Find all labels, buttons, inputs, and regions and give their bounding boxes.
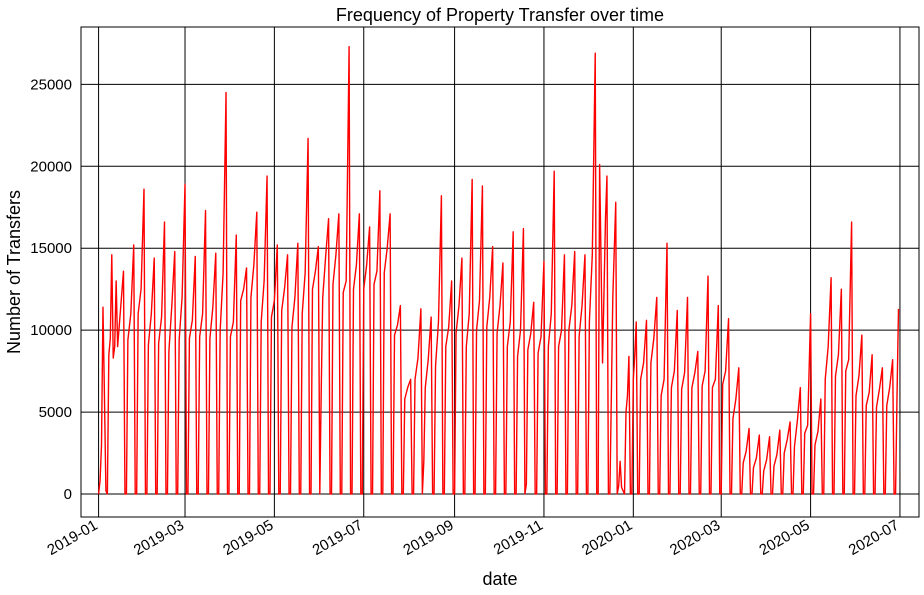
x-tick-label: 2019-03 bbox=[131, 517, 187, 559]
x-tick-label: 2019-11 bbox=[491, 517, 546, 559]
plot-frame bbox=[80, 26, 920, 518]
series-line bbox=[97, 45, 900, 495]
y-tick-label: 20000 bbox=[30, 158, 72, 175]
y-tick-label: 10000 bbox=[30, 322, 72, 339]
x-axis-label: date bbox=[482, 569, 517, 589]
y-tick-label: 0 bbox=[64, 486, 72, 503]
y-axis: 0 5000 10000 15000 20000 25000 bbox=[30, 76, 72, 503]
grid-lines bbox=[81, 27, 919, 517]
x-tick-label: 2020-01 bbox=[579, 517, 635, 559]
y-tick-label: 5000 bbox=[39, 404, 72, 421]
x-tick-label: 2019-09 bbox=[400, 517, 456, 559]
x-tick-label: 2020-05 bbox=[756, 517, 812, 559]
x-tick-label: 2019-05 bbox=[220, 517, 276, 559]
y-tick-label: 15000 bbox=[30, 240, 72, 257]
x-axis: 2019-01 2019-03 2019-05 2019-07 2019-09 2019-… bbox=[44, 517, 902, 559]
y-axis-label: Number of Transfers bbox=[4, 190, 24, 354]
x-tick-label: 2020-03 bbox=[667, 517, 723, 559]
y-tick-label: 25000 bbox=[30, 76, 72, 93]
chart-title: Frequency of Property Transfer over time bbox=[336, 5, 664, 25]
plot-area bbox=[97, 45, 900, 495]
x-tick-label: 2019-07 bbox=[310, 517, 366, 559]
x-tick-label: 2019-01 bbox=[44, 517, 100, 559]
x-tick-label: 2020-07 bbox=[846, 517, 902, 559]
